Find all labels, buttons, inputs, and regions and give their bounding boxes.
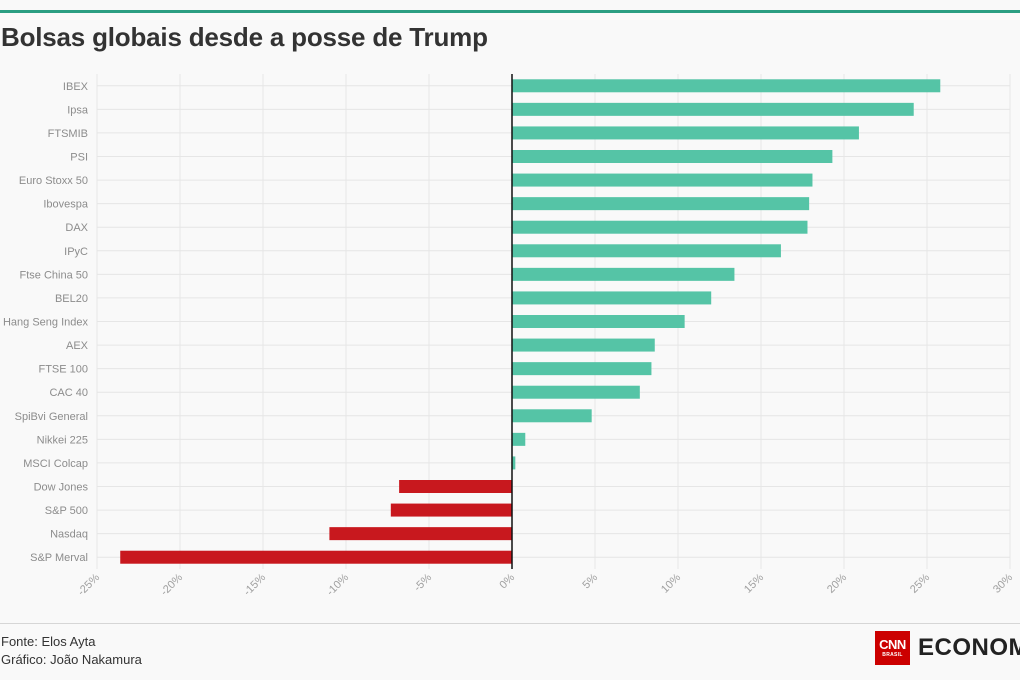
category-label: Ftse China 50 (20, 269, 88, 281)
economia-logo-text: ECONOMIA (918, 634, 1020, 662)
source-notes: Fonte: Elos Ayta Gráfico: João Nakamura (1, 633, 142, 669)
bar (512, 432, 526, 446)
brasil-logo-text: BRASIL (882, 652, 903, 658)
bar (512, 291, 712, 305)
bar (399, 480, 512, 493)
category-label: Ibovespa (43, 199, 89, 211)
category-label: Dow Jones (34, 482, 89, 494)
category-label: BEL20 (55, 293, 88, 305)
category-label: Euro Stoxx 50 (19, 175, 88, 187)
category-label: S&P 500 (45, 505, 88, 517)
cnn-logo-text: CNN (879, 637, 906, 652)
footer-rule (0, 623, 1020, 624)
x-tick-label: -20% (158, 571, 185, 598)
category-label: FTSMIB (48, 128, 88, 140)
category-label: IPyC (64, 246, 88, 258)
bar (512, 173, 813, 187)
x-tick-label: -15% (241, 571, 268, 598)
category-label: AEX (66, 340, 89, 352)
credit-text: Gráfico: João Nakamura (1, 652, 142, 667)
x-tick-label: 15% (742, 571, 766, 595)
bar (512, 197, 810, 211)
bar (512, 315, 685, 328)
category-label: Nikkei 225 (37, 434, 88, 446)
bar (512, 267, 735, 281)
category-label: Nasdaq (50, 529, 88, 541)
bar-chart: IBEX Ipsa FTSMIB PSI Euro Stoxx 50 Ibovespa DA… (3, 74, 1015, 598)
bar (512, 102, 914, 116)
bar (512, 220, 808, 234)
x-tick-label: 10% (659, 571, 683, 595)
x-tick-label: -25% (75, 571, 102, 598)
category-label: PSI (70, 152, 88, 164)
x-tick-label: -5% (412, 571, 434, 593)
category-label: CAC 40 (49, 387, 88, 399)
cnn-brasil-logo: CNN BRASIL (875, 631, 910, 665)
category-label: SpiBvi General (15, 411, 88, 423)
category-label: MSCI Colcap (23, 458, 88, 470)
category-label: DAX (65, 222, 88, 234)
bar (512, 385, 640, 399)
category-label: IBEX (63, 81, 89, 93)
x-tick-label: 25% (908, 571, 932, 595)
x-axis-tick-layer: -25% -20% -15% -10% -5% 0% 5% 10% 15% 20% 25% 30% (75, 571, 1015, 598)
bar (512, 150, 833, 163)
bar (512, 338, 655, 352)
bar (512, 126, 859, 140)
bar-layer (120, 79, 941, 564)
category-label: Hang Seng Index (3, 317, 89, 329)
category-label: FTSE 100 (38, 364, 88, 376)
category-label: Ipsa (67, 104, 89, 116)
x-tick-label: 5% (580, 571, 600, 591)
chart-title: Bolsas globais desde a posse de Trump (1, 22, 488, 52)
bar (390, 503, 512, 517)
category-label: S&P Merval (30, 552, 88, 564)
cnn-economia-logo: CNN BRASIL ECONOMIA (875, 631, 1020, 665)
x-tick-label: -10% (324, 571, 351, 598)
x-tick-label: 0% (497, 571, 517, 591)
x-tick-label: 20% (825, 571, 849, 595)
bar (329, 527, 512, 541)
bar (120, 550, 513, 564)
bar (512, 79, 941, 93)
bar (512, 244, 781, 258)
category-label-layer: IBEX Ipsa FTSMIB PSI Euro Stoxx 50 Ibovespa DA… (3, 81, 89, 564)
top-accent-rule (0, 10, 1020, 13)
source-text: Fonte: Elos Ayta (1, 634, 96, 649)
bar (512, 409, 592, 423)
x-tick-label: 30% (991, 571, 1015, 595)
bar (512, 362, 652, 376)
bar (512, 456, 516, 470)
economia-wordmark: ECONOMIA (918, 634, 1020, 661)
